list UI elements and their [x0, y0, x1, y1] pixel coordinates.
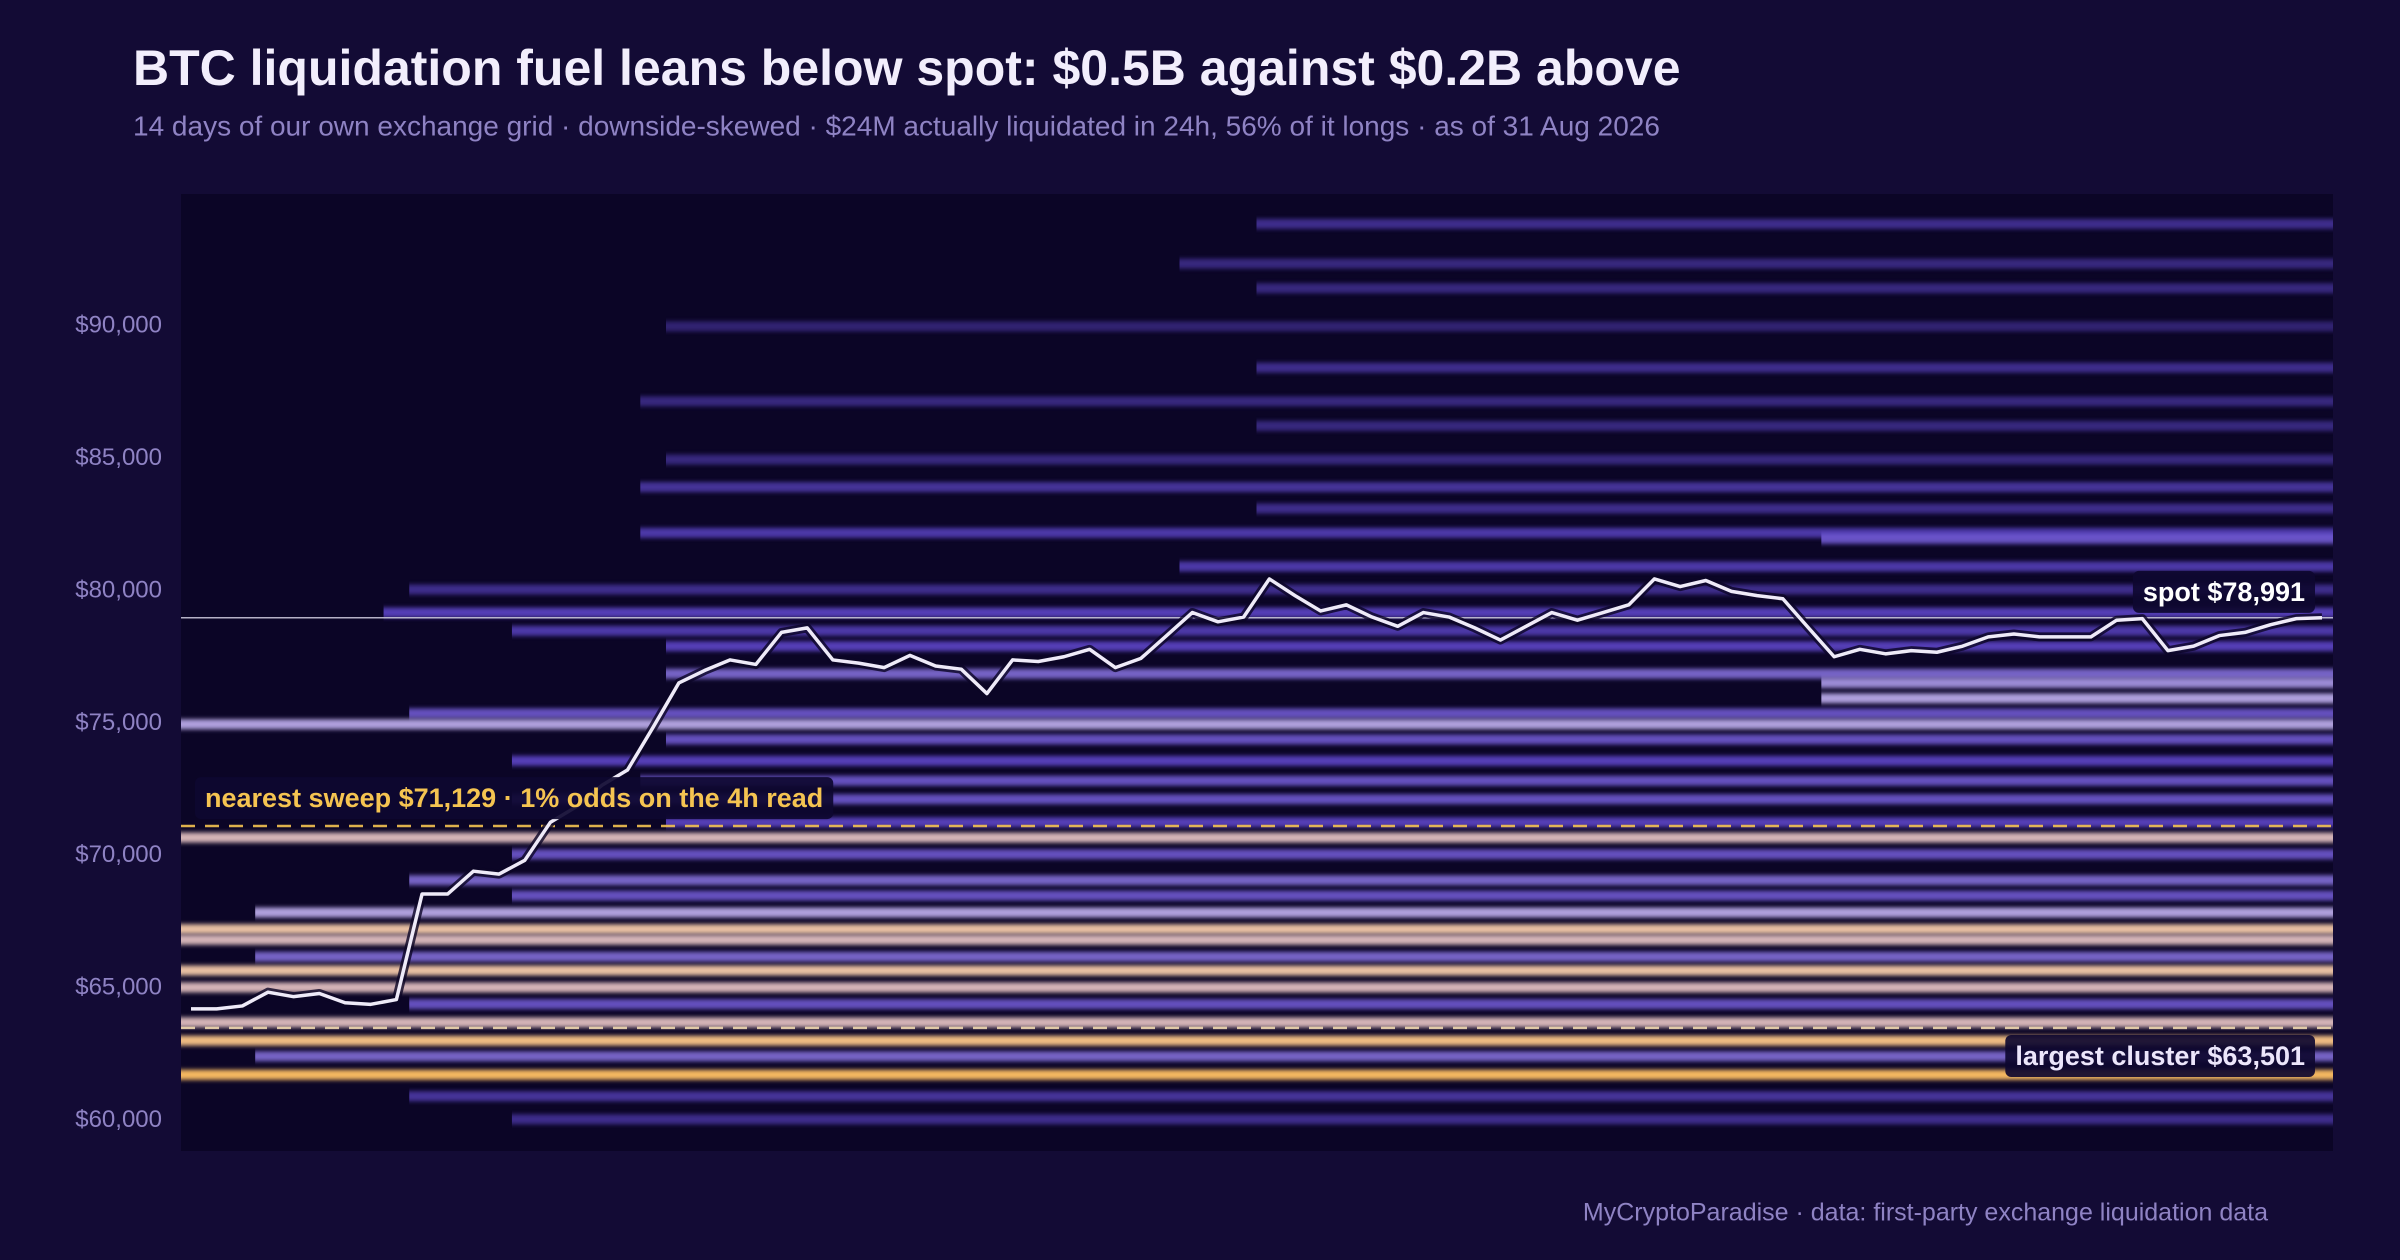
liquidation-band: [640, 482, 2333, 493]
liquidation-band: [511, 794, 2333, 805]
annotation: largest cluster $63,501: [2005, 1034, 2315, 1077]
y-tick-label: $75,000: [75, 709, 162, 736]
annotation-box: [2132, 570, 2315, 613]
liquidation-band: [511, 755, 2333, 766]
y-tick-label: $80,000: [75, 576, 162, 603]
liquidation-band: [181, 1069, 2333, 1080]
liquidation-band: [1179, 258, 2333, 269]
y-tick-label: $65,000: [75, 974, 162, 1001]
liquidation-band: [1256, 362, 2333, 373]
liquidation-band: [1821, 533, 2333, 544]
liquidation-band: [1179, 561, 2333, 572]
liquidation-band: [1821, 677, 2333, 688]
liquidation-band: [255, 951, 2333, 962]
liquidation-band: [181, 832, 2333, 843]
liquidation-band: [409, 584, 2333, 595]
liquidation-band: [1821, 693, 2333, 704]
annotation-label: spot $78,991: [2143, 577, 2305, 607]
liquidation-band: [255, 1051, 2333, 1062]
liquidation-band: [665, 641, 2333, 652]
liquidation-band: [511, 1114, 2333, 1125]
liquidation-band: [181, 719, 2333, 730]
liquidation-band: [1256, 503, 2333, 514]
liquidation-band: [640, 396, 2333, 407]
y-tick-label: $60,000: [75, 1106, 162, 1133]
liquidation-band: [181, 934, 2333, 945]
liquidation-band: [1256, 283, 2333, 294]
liquidation-band: [640, 527, 2333, 538]
y-tick-label: $90,000: [75, 312, 162, 339]
chart-title: BTC liquidation fuel leans below spot: $…: [133, 40, 1681, 96]
annotation-box: [2005, 1034, 2315, 1077]
liquidation-band: [409, 708, 2333, 719]
liquidation-band: [409, 999, 2333, 1010]
liquidation-band: [409, 1091, 2333, 1102]
annotation-label: nearest sweep $71,129 · 1% odds on the 4…: [205, 783, 823, 813]
liquidation-band: [665, 734, 2333, 745]
liquidation-band: [665, 817, 2333, 828]
annotation: nearest sweep $71,129 · 1% odds on the 4…: [195, 777, 834, 820]
y-tick-label: $85,000: [75, 444, 162, 471]
liquidation-band: [181, 982, 2333, 993]
liquidation-band: [1256, 420, 2333, 431]
liquidation-band: [1256, 218, 2333, 229]
liquidation-band: [511, 890, 2333, 901]
annotation-label: largest cluster $63,501: [2015, 1041, 2305, 1071]
chart-subtitle: 14 days of our own exchange grid · downs…: [133, 110, 1660, 141]
liquidation-band: [665, 668, 2333, 679]
liquidation-band: [255, 907, 2333, 918]
liquidation-band: [181, 924, 2333, 935]
liquidation-band: [181, 1017, 2333, 1028]
liquidation-band: [511, 625, 2333, 636]
price-line: [191, 577, 2323, 1011]
liquidation-band: [640, 775, 2333, 786]
liquidation-band: [511, 849, 2333, 860]
annotation-box: [195, 777, 834, 820]
heatmap: [181, 218, 2333, 1125]
liquidation-band: [665, 454, 2333, 465]
overlay: spot $78,991 nearest sweep $71,129 · 1% o…: [181, 570, 2333, 1077]
liquidation-band: [181, 1035, 2333, 1046]
liquidation-band: [181, 965, 2333, 976]
annotation: spot $78,991: [2132, 570, 2315, 613]
liquidation-band: [665, 321, 2333, 332]
y-tick-label: $70,000: [75, 841, 162, 868]
liquidation-band: [409, 875, 2333, 886]
footer: MyCryptoParadise · data: first-party exc…: [1583, 1199, 2268, 1227]
